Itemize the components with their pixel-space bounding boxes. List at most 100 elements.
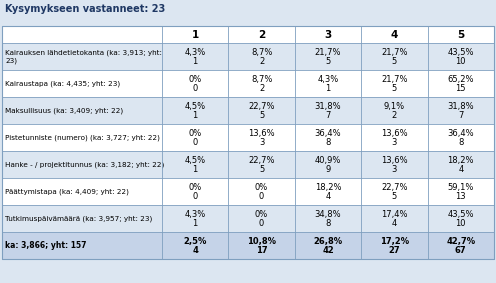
Bar bbox=[2, 26, 494, 259]
Text: 0: 0 bbox=[259, 219, 264, 228]
Text: 0: 0 bbox=[192, 192, 198, 201]
Text: 4,3%: 4,3% bbox=[185, 210, 206, 219]
Text: 4: 4 bbox=[392, 219, 397, 228]
Text: 7: 7 bbox=[325, 111, 331, 120]
Bar bbox=[2, 178, 494, 205]
Bar bbox=[2, 26, 494, 43]
Text: 1: 1 bbox=[192, 219, 198, 228]
Text: 2: 2 bbox=[392, 111, 397, 120]
Text: 43,5%: 43,5% bbox=[447, 48, 474, 57]
Text: 10,8%: 10,8% bbox=[247, 237, 276, 246]
Text: 0: 0 bbox=[259, 192, 264, 201]
Text: 2: 2 bbox=[259, 57, 264, 66]
Text: 13,6%: 13,6% bbox=[381, 156, 408, 165]
Text: 2: 2 bbox=[259, 84, 264, 93]
Text: Maksullisuus (ka: 3,409; yht: 22): Maksullisuus (ka: 3,409; yht: 22) bbox=[5, 107, 123, 114]
Text: 8: 8 bbox=[458, 138, 463, 147]
Text: 65,2%: 65,2% bbox=[447, 75, 474, 84]
Text: 0: 0 bbox=[192, 84, 198, 93]
Text: 4,3%: 4,3% bbox=[185, 48, 206, 57]
Text: 31,8%: 31,8% bbox=[447, 102, 474, 111]
Text: 0%: 0% bbox=[188, 183, 202, 192]
Text: 10: 10 bbox=[455, 57, 466, 66]
Text: 36,4%: 36,4% bbox=[447, 129, 474, 138]
Text: 1: 1 bbox=[325, 84, 331, 93]
Text: ka: 3,866; yht: 157: ka: 3,866; yht: 157 bbox=[5, 241, 86, 250]
Text: 4: 4 bbox=[192, 246, 198, 255]
Text: 21,7%: 21,7% bbox=[315, 48, 341, 57]
Text: 17: 17 bbox=[256, 246, 267, 255]
Text: 2,5%: 2,5% bbox=[184, 237, 207, 246]
Text: 8,7%: 8,7% bbox=[251, 75, 272, 84]
Text: 3: 3 bbox=[392, 165, 397, 174]
Text: 13: 13 bbox=[455, 192, 466, 201]
Text: 9,1%: 9,1% bbox=[384, 102, 405, 111]
Text: 5: 5 bbox=[325, 57, 331, 66]
Text: 27: 27 bbox=[388, 246, 400, 255]
Text: 1: 1 bbox=[192, 111, 198, 120]
Bar bbox=[2, 124, 494, 151]
Text: 13,6%: 13,6% bbox=[381, 129, 408, 138]
Bar bbox=[2, 70, 494, 97]
Bar bbox=[2, 97, 494, 124]
Text: 17,4%: 17,4% bbox=[381, 210, 408, 219]
Text: 15: 15 bbox=[455, 84, 466, 93]
Text: 3: 3 bbox=[392, 138, 397, 147]
Text: 4,3%: 4,3% bbox=[317, 75, 339, 84]
Text: 4: 4 bbox=[325, 192, 331, 201]
Text: 4: 4 bbox=[458, 165, 463, 174]
Text: 21,7%: 21,7% bbox=[381, 48, 408, 57]
Text: 22,7%: 22,7% bbox=[248, 156, 275, 165]
Text: 22,7%: 22,7% bbox=[248, 102, 275, 111]
Text: Päättymistapa (ka: 4,409; yht: 22): Päättymistapa (ka: 4,409; yht: 22) bbox=[5, 188, 129, 195]
Text: 34,8%: 34,8% bbox=[314, 210, 341, 219]
Text: 13,6%: 13,6% bbox=[248, 129, 275, 138]
Text: 1: 1 bbox=[192, 57, 198, 66]
Text: 7: 7 bbox=[458, 111, 463, 120]
Text: 8,7%: 8,7% bbox=[251, 48, 272, 57]
Text: 4,5%: 4,5% bbox=[185, 156, 206, 165]
Text: 22,7%: 22,7% bbox=[381, 183, 408, 192]
Bar bbox=[0, 0, 496, 18]
Text: 5: 5 bbox=[392, 57, 397, 66]
Bar bbox=[2, 205, 494, 232]
Text: 0%: 0% bbox=[188, 75, 202, 84]
Text: 26,8%: 26,8% bbox=[313, 237, 343, 246]
Text: 3: 3 bbox=[324, 29, 332, 40]
Text: 4,5%: 4,5% bbox=[185, 102, 206, 111]
Text: 3: 3 bbox=[259, 138, 264, 147]
Text: 8: 8 bbox=[325, 138, 331, 147]
Bar bbox=[2, 151, 494, 178]
Bar bbox=[2, 43, 494, 70]
Text: 42: 42 bbox=[322, 246, 334, 255]
Text: Hanke - / projektitunnus (ka: 3,182; yht: 22): Hanke - / projektitunnus (ka: 3,182; yht… bbox=[5, 161, 164, 168]
Text: 0%: 0% bbox=[255, 183, 268, 192]
Text: Kairaustapa (ka: 4,435; yht: 23): Kairaustapa (ka: 4,435; yht: 23) bbox=[5, 80, 120, 87]
Text: 18,2%: 18,2% bbox=[447, 156, 474, 165]
Text: 59,1%: 59,1% bbox=[447, 183, 474, 192]
Bar bbox=[2, 26, 494, 259]
Text: 5: 5 bbox=[392, 192, 397, 201]
Text: 5: 5 bbox=[392, 84, 397, 93]
Text: 17,2%: 17,2% bbox=[380, 237, 409, 246]
Text: 31,8%: 31,8% bbox=[314, 102, 341, 111]
Text: 0%: 0% bbox=[188, 129, 202, 138]
Bar bbox=[2, 232, 494, 259]
Text: 18,2%: 18,2% bbox=[315, 183, 341, 192]
Text: 40,9%: 40,9% bbox=[315, 156, 341, 165]
Text: 5: 5 bbox=[259, 165, 264, 174]
Text: 9: 9 bbox=[325, 165, 331, 174]
Text: 1: 1 bbox=[191, 29, 199, 40]
Text: 43,5%: 43,5% bbox=[447, 210, 474, 219]
Text: 0%: 0% bbox=[255, 210, 268, 219]
Text: 67: 67 bbox=[455, 246, 467, 255]
Text: 42,7%: 42,7% bbox=[446, 237, 475, 246]
Text: 5: 5 bbox=[259, 111, 264, 120]
Text: 21,7%: 21,7% bbox=[381, 75, 408, 84]
Text: Tutkimuspäivämäärä (ka: 3,957; yht: 23): Tutkimuspäivämäärä (ka: 3,957; yht: 23) bbox=[5, 215, 152, 222]
Text: 1: 1 bbox=[192, 165, 198, 174]
Text: 0: 0 bbox=[192, 138, 198, 147]
Text: 10: 10 bbox=[455, 219, 466, 228]
Text: Pistetunniste (numero) (ka: 3,727; yht: 22): Pistetunniste (numero) (ka: 3,727; yht: … bbox=[5, 134, 160, 141]
Text: 2: 2 bbox=[258, 29, 265, 40]
